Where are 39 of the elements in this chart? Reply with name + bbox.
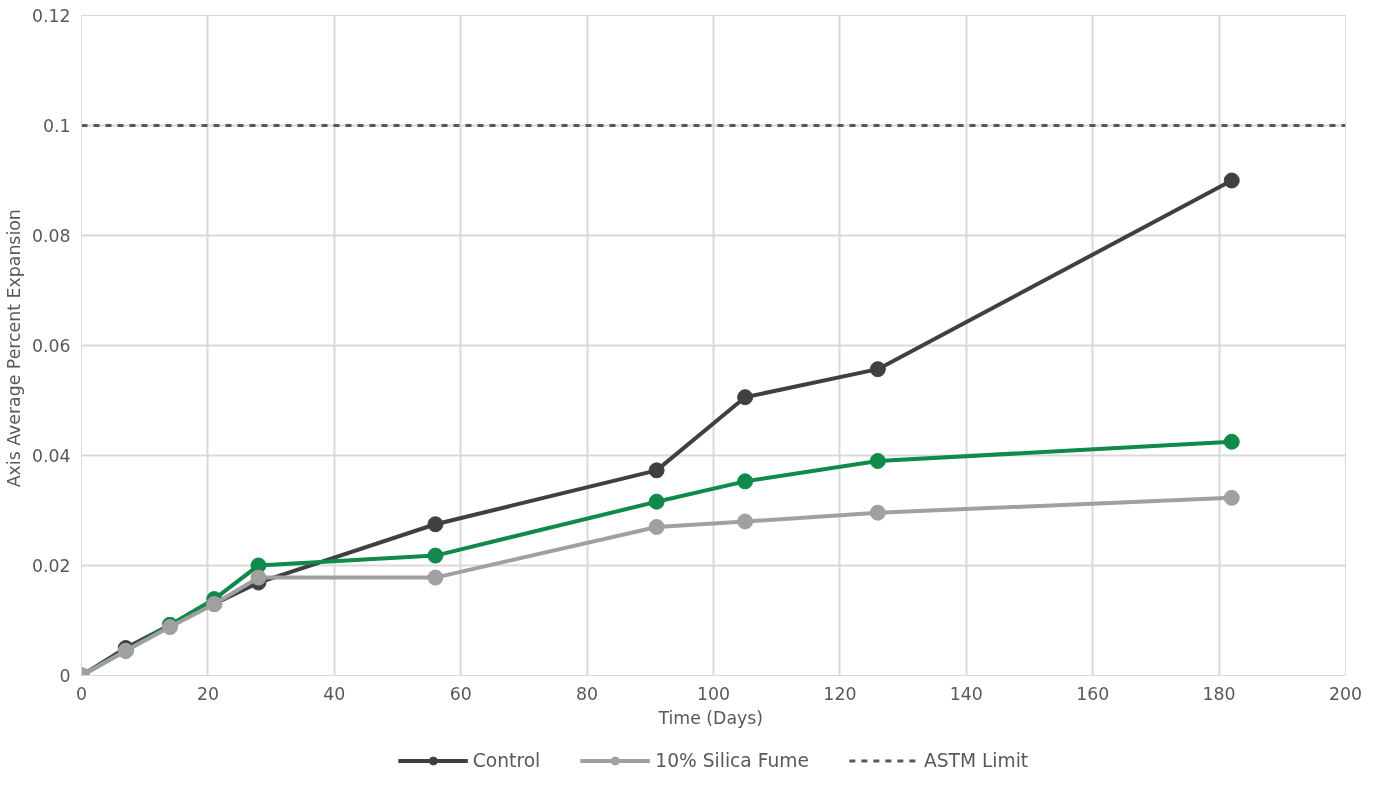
x-tick-label: 40 — [323, 683, 346, 704]
y-tick-label: 0.12 — [31, 6, 71, 26]
x-tick-label: 140 — [949, 683, 983, 704]
x-axis-title: Time (Days) — [657, 707, 764, 728]
y-axis-title: Axis Average Percent Expansion — [3, 209, 24, 488]
point — [648, 493, 665, 510]
point — [250, 569, 267, 586]
y-tick-label: 0.1 — [42, 116, 71, 136]
point — [737, 513, 754, 530]
legend-label: 10% Silica Fume — [655, 749, 809, 771]
point — [1223, 172, 1240, 189]
legend-label: ASTM Limit — [923, 749, 1029, 771]
point — [737, 389, 754, 406]
x-tick-label: 0 — [75, 683, 88, 704]
y-tick-label: 0.02 — [31, 556, 71, 576]
point — [427, 547, 444, 564]
x-tick-label: 160 — [1076, 683, 1110, 704]
y-tick-label: 0.06 — [31, 336, 71, 356]
y-tick-label: 0 — [59, 666, 71, 686]
x-tick-label: 120 — [823, 683, 857, 704]
point — [648, 519, 665, 535]
x-tick-label: 200 — [1328, 683, 1363, 704]
point — [427, 569, 444, 586]
point — [869, 453, 886, 469]
point — [737, 473, 754, 490]
x-tick-label: 100 — [696, 683, 731, 704]
y-tick-label: 0.04 — [31, 446, 71, 466]
legend-label: Control — [472, 749, 541, 771]
point — [427, 516, 444, 533]
point — [1223, 433, 1240, 450]
x-tick-label: 20 — [196, 683, 219, 704]
point — [1223, 489, 1240, 506]
x-tick-label: 180 — [1202, 683, 1236, 704]
y-tick-label: 0.08 — [31, 226, 71, 246]
point — [869, 361, 886, 378]
x-tick-label: 60 — [449, 683, 472, 704]
x-tick-label: 80 — [576, 683, 599, 704]
point — [648, 462, 665, 479]
point — [869, 504, 886, 521]
